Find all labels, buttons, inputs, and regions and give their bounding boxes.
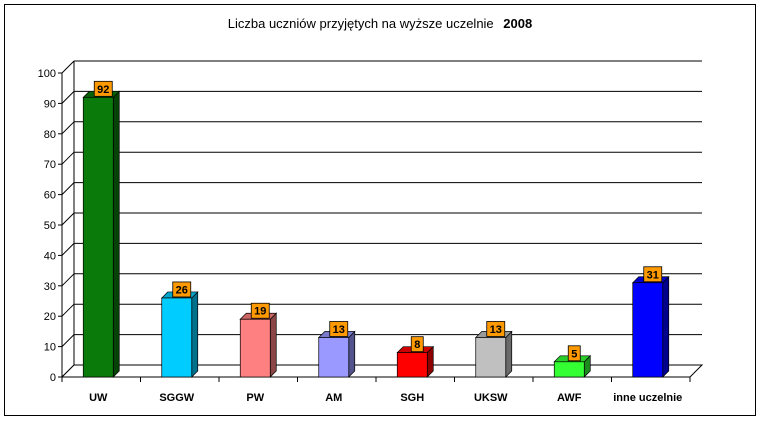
bar bbox=[318, 337, 350, 378]
y-tick-label: 70 bbox=[44, 159, 56, 171]
y-tick-label: 30 bbox=[44, 281, 56, 293]
bar bbox=[475, 337, 507, 378]
data-label: 5 bbox=[571, 348, 577, 360]
bar bbox=[396, 352, 428, 378]
bar-side bbox=[112, 90, 120, 378]
gridline-side bbox=[61, 273, 75, 287]
y-tick-label: 50 bbox=[44, 220, 56, 232]
bar-layer bbox=[82, 90, 670, 378]
data-label: 92 bbox=[97, 84, 109, 96]
gridline-side bbox=[61, 303, 75, 317]
gridline-side bbox=[61, 212, 75, 226]
axis-layer: 0 10 20 30 40 50 60 70 80 90 100 UW SGGW PW AM SGH UKSW A… bbox=[38, 68, 691, 404]
y-tick-label: 100 bbox=[38, 68, 56, 80]
grid-layer bbox=[60, 60, 704, 378]
bar-uksw bbox=[474, 330, 513, 378]
bar-uw bbox=[82, 90, 121, 378]
data-label-bg bbox=[410, 336, 424, 353]
bar-sggw bbox=[160, 291, 199, 378]
y-tick-label: 90 bbox=[44, 98, 56, 110]
x-tick-label: inne uczelnie bbox=[613, 392, 682, 404]
bar bbox=[82, 96, 114, 378]
gridline-side bbox=[61, 91, 75, 104]
gridline-side bbox=[61, 121, 75, 135]
bar bbox=[239, 318, 271, 378]
bar-pw bbox=[239, 312, 278, 378]
data-label-bg bbox=[567, 345, 581, 362]
chart-title: Liczba uczniów przyjętych na wyższe ucze… bbox=[228, 16, 532, 31]
bar bbox=[632, 282, 664, 378]
y-tick-label: 10 bbox=[44, 342, 56, 354]
bar-am bbox=[317, 330, 356, 378]
y-tick-label: 60 bbox=[44, 190, 56, 202]
y-tick-label: 20 bbox=[44, 311, 56, 323]
chart-title-year: 2008 bbox=[503, 16, 532, 31]
data-label: 26 bbox=[176, 284, 188, 296]
bar-side bbox=[269, 312, 277, 378]
chart-title-text: Liczba uczniów przyjętych na wyższe ucze… bbox=[228, 16, 494, 31]
y-tick-label: 0 bbox=[50, 372, 56, 384]
bar-inne-uczelnie bbox=[631, 275, 670, 378]
data-label: 31 bbox=[647, 269, 659, 281]
gridline-side bbox=[61, 151, 75, 165]
x-tick-label: PW bbox=[246, 392, 264, 404]
chart-frame bbox=[4, 4, 756, 416]
bar-side bbox=[191, 291, 199, 378]
data-label: 19 bbox=[254, 306, 266, 318]
x-tick-label: UKSW bbox=[474, 392, 508, 404]
y-tick-label: 40 bbox=[44, 250, 56, 262]
gridline-side bbox=[61, 334, 75, 347]
floor bbox=[60, 364, 704, 378]
gridline-side bbox=[61, 60, 75, 74]
gridline-side bbox=[61, 182, 75, 195]
data-label: 13 bbox=[333, 324, 345, 336]
x-tick-label: AWF bbox=[557, 392, 582, 404]
bar-side bbox=[348, 330, 356, 378]
data-label-bg bbox=[250, 302, 270, 319]
label-layer: 92 26 19 13 8 13 5 31 bbox=[93, 80, 663, 362]
data-label-bg bbox=[643, 266, 663, 283]
bar-side bbox=[505, 330, 513, 378]
bar-sgh bbox=[396, 345, 435, 378]
bar bbox=[553, 361, 585, 378]
x-tick-label: UW bbox=[89, 392, 108, 404]
data-label: 8 bbox=[414, 339, 420, 351]
data-label-bg bbox=[172, 281, 192, 298]
data-label-bg bbox=[329, 321, 349, 337]
data-label-bg bbox=[486, 321, 506, 337]
x-tick-label: AM bbox=[325, 392, 342, 404]
data-label-bg bbox=[93, 80, 113, 97]
data-label: 13 bbox=[490, 324, 502, 336]
bar-side bbox=[662, 275, 670, 378]
x-tick-label: SGGW bbox=[159, 392, 194, 404]
y-tick-label: 80 bbox=[44, 129, 56, 141]
x-tick-label: SGH bbox=[400, 392, 424, 404]
bar bbox=[161, 297, 193, 378]
gridline-side bbox=[61, 243, 75, 256]
